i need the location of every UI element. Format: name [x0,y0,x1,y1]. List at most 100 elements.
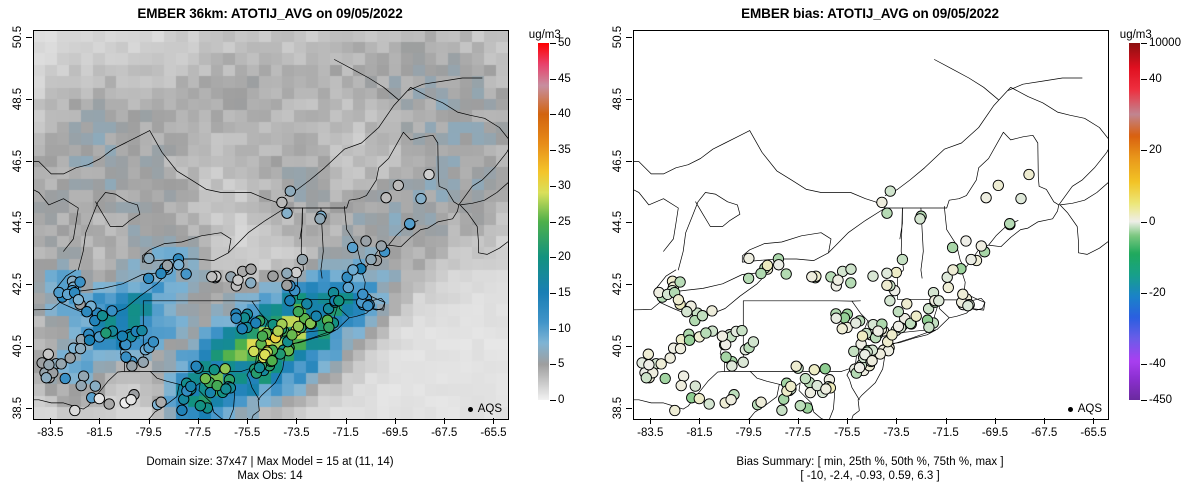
aqs-station-marker[interactable] [881,267,893,279]
aqs-station-marker[interactable] [64,352,76,364]
aqs-station-marker[interactable] [1023,168,1035,181]
aqs-station-marker[interactable] [901,298,913,310]
aqs-station-marker[interactable] [81,306,93,318]
aqs-station-marker[interactable] [884,185,896,197]
aqs-station-marker[interactable] [69,404,81,417]
aqs-station-marker[interactable] [155,396,167,408]
aqs-station-marker[interactable] [892,320,905,333]
aqs-station-marker[interactable] [933,295,945,307]
aqs-station-marker[interactable] [365,253,377,266]
aqs-station-marker[interactable] [276,196,288,209]
aqs-station-marker[interactable] [700,327,712,339]
aqs-station-marker[interactable] [820,383,832,395]
aqs-station-marker[interactable] [259,349,271,361]
aqs-station-marker[interactable] [43,359,55,371]
aqs-station-marker[interactable] [674,276,686,288]
aqs-station-marker[interactable] [975,240,987,252]
aqs-station-marker[interactable] [281,279,293,291]
model-colorbar[interactable]: ug/m3 50 45 40 35 30 25 20 15 10 5 0 [529,29,571,406]
aqs-station-marker[interactable] [236,323,248,335]
aqs-station-marker[interactable] [103,398,115,410]
aqs-station-marker[interactable] [689,380,701,392]
aqs-station-marker[interactable] [286,329,298,341]
aqs-station-marker[interactable] [347,264,359,276]
aqs-station-marker[interactable] [743,252,755,265]
aqs-station-marker[interactable] [55,358,67,370]
aqs-station-marker[interactable] [965,253,977,266]
aqs-station-markers[interactable] [36,168,435,417]
aqs-station-marker[interactable] [881,207,893,219]
aqs-station-marker[interactable] [947,264,959,276]
aqs-station-marker[interactable] [423,168,435,181]
aqs-station-marker[interactable] [250,317,262,329]
aqs-station-marker[interactable] [245,277,257,289]
aqs-station-marker[interactable] [655,358,667,370]
aqs-station-marker[interactable] [126,360,138,372]
aqs-station-marker[interactable] [206,271,218,283]
aqs-station-marker[interactable] [204,386,217,399]
aqs-station-marker[interactable] [853,361,866,374]
aqs-station-marker[interactable] [256,330,269,342]
aqs-station-marker[interactable] [804,386,817,399]
aqs-station-marker[interactable] [284,295,296,307]
aqs-station-marker[interactable] [147,336,160,348]
aqs-station-marker[interactable] [866,355,878,367]
aqs-station-marker[interactable] [136,324,148,337]
aqs-station-marker[interactable] [892,306,904,318]
aqs-station-marker[interactable] [703,398,715,410]
aqs-station-marker[interactable] [867,270,879,282]
aqs-station-marker[interactable] [314,213,326,225]
aqs-station-marker[interactable] [794,400,806,412]
aqs-station-marker[interactable] [848,345,860,358]
aqs-station-marker[interactable] [323,321,335,333]
aqs-station-marker[interactable] [790,360,802,372]
aqs-station-marker[interactable] [415,192,427,205]
aqs-station-marker[interactable] [942,281,954,294]
aqs-station-marker[interactable] [296,253,309,266]
aqs-station-marker[interactable] [910,310,922,322]
aqs-station-marker[interactable] [808,364,820,376]
aqs-station-marker[interactable] [59,372,71,385]
aqs-station-marker[interactable] [281,267,293,279]
aqs-station-marker[interactable] [876,196,888,209]
aqs-station-marker[interactable] [266,355,278,367]
aqs-station-marker[interactable] [199,372,212,385]
aqs-station-marker[interactable] [819,363,831,375]
aqs-station-marker[interactable] [74,276,86,288]
aqs-station-marker[interactable] [683,334,696,346]
aqs-station-marker[interactable] [946,241,959,254]
aqs-station-marker[interactable] [780,268,792,280]
aqs-station-marker[interactable] [253,361,266,374]
aqs-station-marker[interactable] [89,380,101,392]
aqs-station-marker[interactable] [230,312,242,324]
aqs-station-marker[interactable] [725,394,737,406]
aqs-station-marker[interactable] [672,294,685,306]
aqs-station-marker[interactable] [659,372,671,385]
aqs-station-marker[interactable] [761,259,774,272]
aqs-station-marker[interactable] [669,404,681,417]
aqs-station-marker[interactable] [380,192,392,204]
aqs-station-marker[interactable] [980,192,992,204]
aqs-station-marker[interactable] [799,372,812,385]
aqs-station-marker[interactable] [176,404,188,416]
aqs-station-marker[interactable] [342,281,354,294]
aqs-station-marker[interactable] [74,342,87,355]
aqs-station-marker[interactable] [755,396,767,408]
aqs-station-marker[interactable] [375,240,387,252]
aqs-station-marker[interactable] [960,235,972,247]
aqs-station-marker[interactable] [404,218,416,230]
aqs-station-marker[interactable] [664,352,676,364]
aqs-station-marker[interactable] [125,394,137,406]
bias-map-plot[interactable]: AQS [633,30,1109,420]
aqs-station-marker[interactable] [116,330,129,342]
aqs-station-marker[interactable] [219,363,231,375]
aqs-station-marker[interactable] [755,267,767,280]
aqs-station-marker[interactable] [914,213,926,225]
aqs-station-marker[interactable] [100,327,112,339]
aqs-station-marker[interactable] [806,271,818,283]
aqs-station-marker[interactable] [161,259,174,272]
aqs-station-marker[interactable] [362,300,374,312]
aqs-station-marker[interactable] [872,325,884,337]
aqs-station-marker[interactable] [640,372,652,384]
bias-colorbar[interactable]: ug/m3 10000 40 20 0 -20 -40 -450 [1120,29,1181,406]
